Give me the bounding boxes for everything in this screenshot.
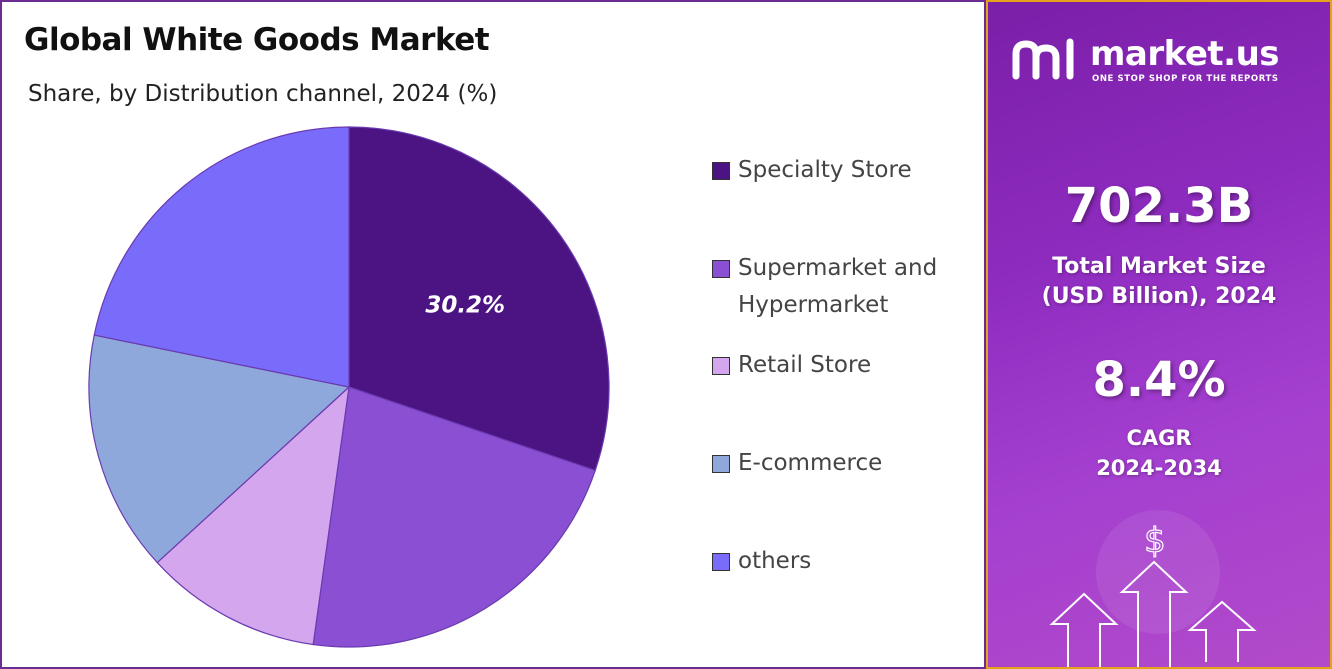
growth-arrows-icon: $ xyxy=(1049,510,1257,667)
brand-tagline: ONE STOP SHOP FOR THE REPORTS xyxy=(1092,74,1279,84)
market-us-logo-icon xyxy=(1012,38,1074,80)
chart-subtitle: Share, by Distribution channel, 2024 (%) xyxy=(28,81,498,107)
dollar-icon: $ xyxy=(1144,521,1166,561)
brand-name: market.us xyxy=(1090,34,1280,74)
pie-slice-others xyxy=(93,126,350,388)
cagr-label: CAGR 2024-2034 xyxy=(988,423,1330,483)
pie-slice-e-commerce xyxy=(88,334,351,564)
legend-swatch xyxy=(712,553,730,571)
chart-title: Global White Goods Market xyxy=(24,22,490,58)
chart-panel: Global White Goods Market Share, by Dist… xyxy=(0,0,986,669)
legend-label-line1: Supermarket and xyxy=(738,255,938,281)
market-size-label: Total Market Size (USD Billion), 2024 xyxy=(988,252,1330,312)
summary-panel: market.us ONE STOP SHOP FOR THE REPORTS … xyxy=(986,0,1332,669)
market-size-value: 702.3B xyxy=(1064,178,1254,234)
legend-label: E-commerce xyxy=(738,450,883,476)
pie-data-label: 30.2% xyxy=(425,293,505,319)
cagr-value: 8.4% xyxy=(1092,352,1226,408)
market-size-label-line2: (USD Billion), 2024 xyxy=(1041,284,1277,309)
legend-swatch xyxy=(712,455,730,473)
pie-slice-retail-store xyxy=(156,385,350,646)
legend-swatch xyxy=(712,260,730,278)
legend-swatch xyxy=(712,162,730,180)
brand: market.us ONE STOP SHOP FOR THE REPORTS xyxy=(1010,34,1310,94)
legend-label: others xyxy=(738,548,812,574)
legend-label: Specialty Store xyxy=(738,157,912,183)
market-size-label-line1: Total Market Size xyxy=(1052,254,1266,279)
legend-label: Retail Store xyxy=(738,352,872,378)
cagr-label-line2: 2024-2034 xyxy=(1096,456,1222,480)
legend-swatch xyxy=(712,357,730,375)
cagr-label-line1: CAGR xyxy=(1126,426,1192,450)
pie-slice-supermarket-and-hypermarket xyxy=(312,386,597,648)
pie-slice-specialty-store xyxy=(348,126,610,472)
pie-chart: 30.2% xyxy=(88,126,610,648)
legend-label-line2: Hypermarket xyxy=(738,292,889,318)
legend-label: Supermarket and Hypermarket xyxy=(738,250,978,324)
